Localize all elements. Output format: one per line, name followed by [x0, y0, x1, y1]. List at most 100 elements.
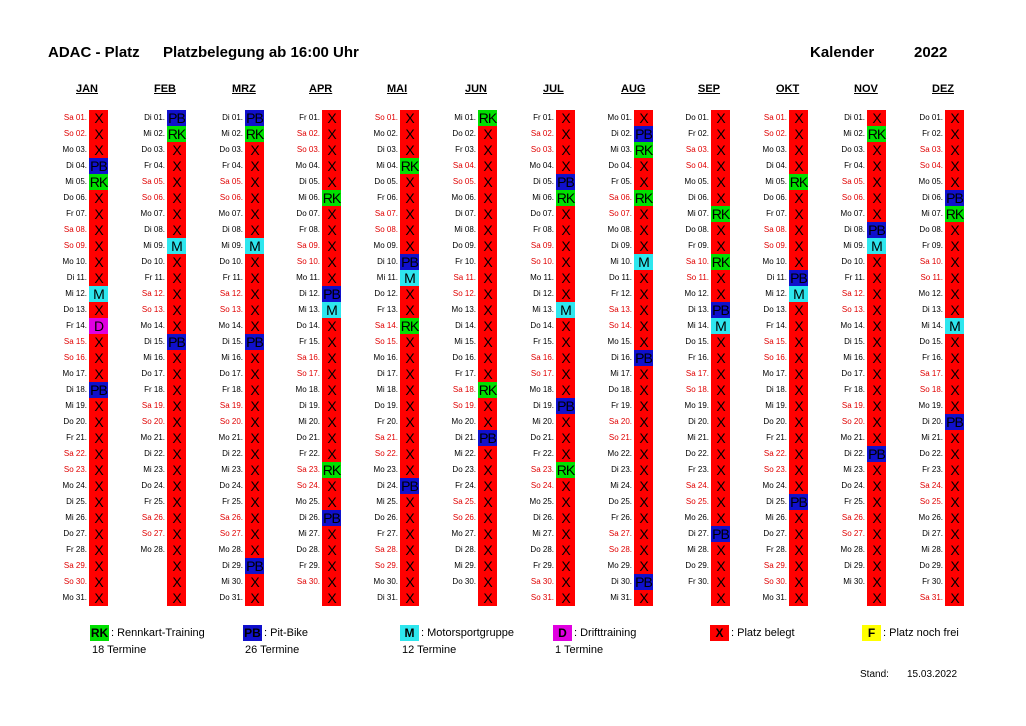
day-status-cell: X [167, 494, 186, 510]
day-label: Fr 18. [844, 385, 865, 394]
day-status-cell: X [867, 270, 886, 286]
day-status-cell: X [245, 350, 264, 366]
day-status-cell: X [634, 462, 653, 478]
day-status-cell: X [89, 126, 108, 142]
day-status-cell: X [478, 558, 497, 574]
day-label: Sa 01. [63, 113, 87, 122]
day-status-cell: X [789, 558, 808, 574]
day-label: Do 08. [685, 225, 709, 234]
day-status-cell: X [789, 430, 808, 446]
day-label: Do 07. [530, 209, 554, 218]
day-status-cell: X [556, 574, 575, 590]
day-status-cell: X [478, 398, 497, 414]
day-status-cell: X [556, 414, 575, 430]
day-status-cell: X [789, 206, 808, 222]
day-label: Fr 20. [377, 417, 398, 426]
month-header-mrz: MRZ [232, 83, 256, 95]
day-label: Do 15. [919, 337, 943, 346]
legend-label: : Motorsportgruppe [421, 627, 514, 639]
day-label: Mo 12. [684, 289, 709, 298]
day-label: Fr 18. [144, 385, 165, 394]
day-status-cell: X [478, 190, 497, 206]
day-status-cell: X [867, 334, 886, 350]
day-label: Mo 05. [918, 177, 943, 186]
day-label: So 11. [920, 273, 943, 282]
legend-count: 1 Termine [555, 644, 604, 656]
day-label: Sa 19. [219, 401, 243, 410]
day-status-cell: M [711, 318, 730, 334]
day-label: Di 23. [611, 465, 632, 474]
day-status-cell: X [478, 590, 497, 606]
day-status-cell: X [789, 158, 808, 174]
day-label: So 09. [63, 241, 87, 250]
day-status-cell: X [867, 382, 886, 398]
day-status-cell: X [167, 446, 186, 462]
day-status-cell: X [711, 430, 730, 446]
day-label: Mo 25. [529, 497, 554, 506]
day-label: So 15. [374, 337, 398, 346]
day-label: Mi 02. [143, 129, 165, 138]
day-label: Di 04. [66, 161, 87, 170]
day-status-cell: X [711, 286, 730, 302]
day-label: Fr 23. [688, 465, 709, 474]
day-status-cell: X [167, 382, 186, 398]
day-status-cell: PB [322, 510, 341, 526]
day-status-cell: X [867, 110, 886, 126]
day-status-cell: X [245, 142, 264, 158]
day-label: Fr 14. [66, 321, 87, 330]
day-status-cell: X [89, 350, 108, 366]
day-status-cell: X [322, 526, 341, 542]
day-label: Do 29. [919, 561, 943, 570]
day-label: Mo 17. [762, 369, 787, 378]
day-label: Mi 27. [532, 529, 554, 538]
day-label: Mi 05. [765, 177, 787, 186]
day-status-cell: X [789, 254, 808, 270]
day-label: Mo 28. [840, 545, 865, 554]
day-label: So 22. [374, 449, 398, 458]
day-status-cell: X [322, 142, 341, 158]
day-label: So 17. [296, 369, 320, 378]
day-label: Mo 14. [218, 321, 243, 330]
day-status-cell: X [945, 158, 964, 174]
day-status-cell: X [478, 366, 497, 382]
day-status-cell: PB [945, 190, 964, 206]
day-label: Sa 16. [530, 353, 554, 362]
day-label: Do 01. [919, 113, 943, 122]
day-label: So 03. [296, 145, 320, 154]
day-label: Di 27. [922, 529, 943, 538]
month-header-nov: NOV [854, 83, 878, 95]
day-status-cell: X [556, 494, 575, 510]
day-status-cell: PB [245, 558, 264, 574]
day-status-cell: X [789, 414, 808, 430]
day-label: Di 20. [688, 417, 709, 426]
day-status-cell: X [945, 510, 964, 526]
day-status-cell: X [478, 286, 497, 302]
day-status-cell: X [89, 142, 108, 158]
day-status-cell: X [634, 110, 653, 126]
day-label: Fr 12. [611, 289, 632, 298]
day-label: Sa 01. [763, 113, 787, 122]
day-status-cell: X [322, 542, 341, 558]
day-label: Do 30. [452, 577, 476, 586]
day-status-cell: X [634, 286, 653, 302]
day-status-cell: X [400, 590, 419, 606]
day-status-cell: X [711, 446, 730, 462]
day-label: So 18. [685, 385, 709, 394]
day-label: Sa 21. [374, 433, 398, 442]
day-status-cell: X [322, 366, 341, 382]
day-label: Sa 04. [452, 161, 476, 170]
legend-swatch-pb: PB [243, 625, 262, 641]
day-label: Fr 25. [844, 497, 865, 506]
day-label: Do 26. [374, 513, 398, 522]
day-status-cell: PB [711, 526, 730, 542]
day-label: Do 07. [296, 209, 320, 218]
day-label: Mo 03. [62, 145, 87, 154]
day-status-cell: X [478, 334, 497, 350]
day-label: Do 27. [763, 529, 787, 538]
day-status-cell: X [556, 110, 575, 126]
day-label: Do 11. [609, 273, 632, 282]
day-status-cell: X [867, 158, 886, 174]
day-label: Di 15. [222, 337, 243, 346]
day-label: Mi 16. [843, 353, 865, 362]
day-label: Mi 19. [65, 401, 87, 410]
